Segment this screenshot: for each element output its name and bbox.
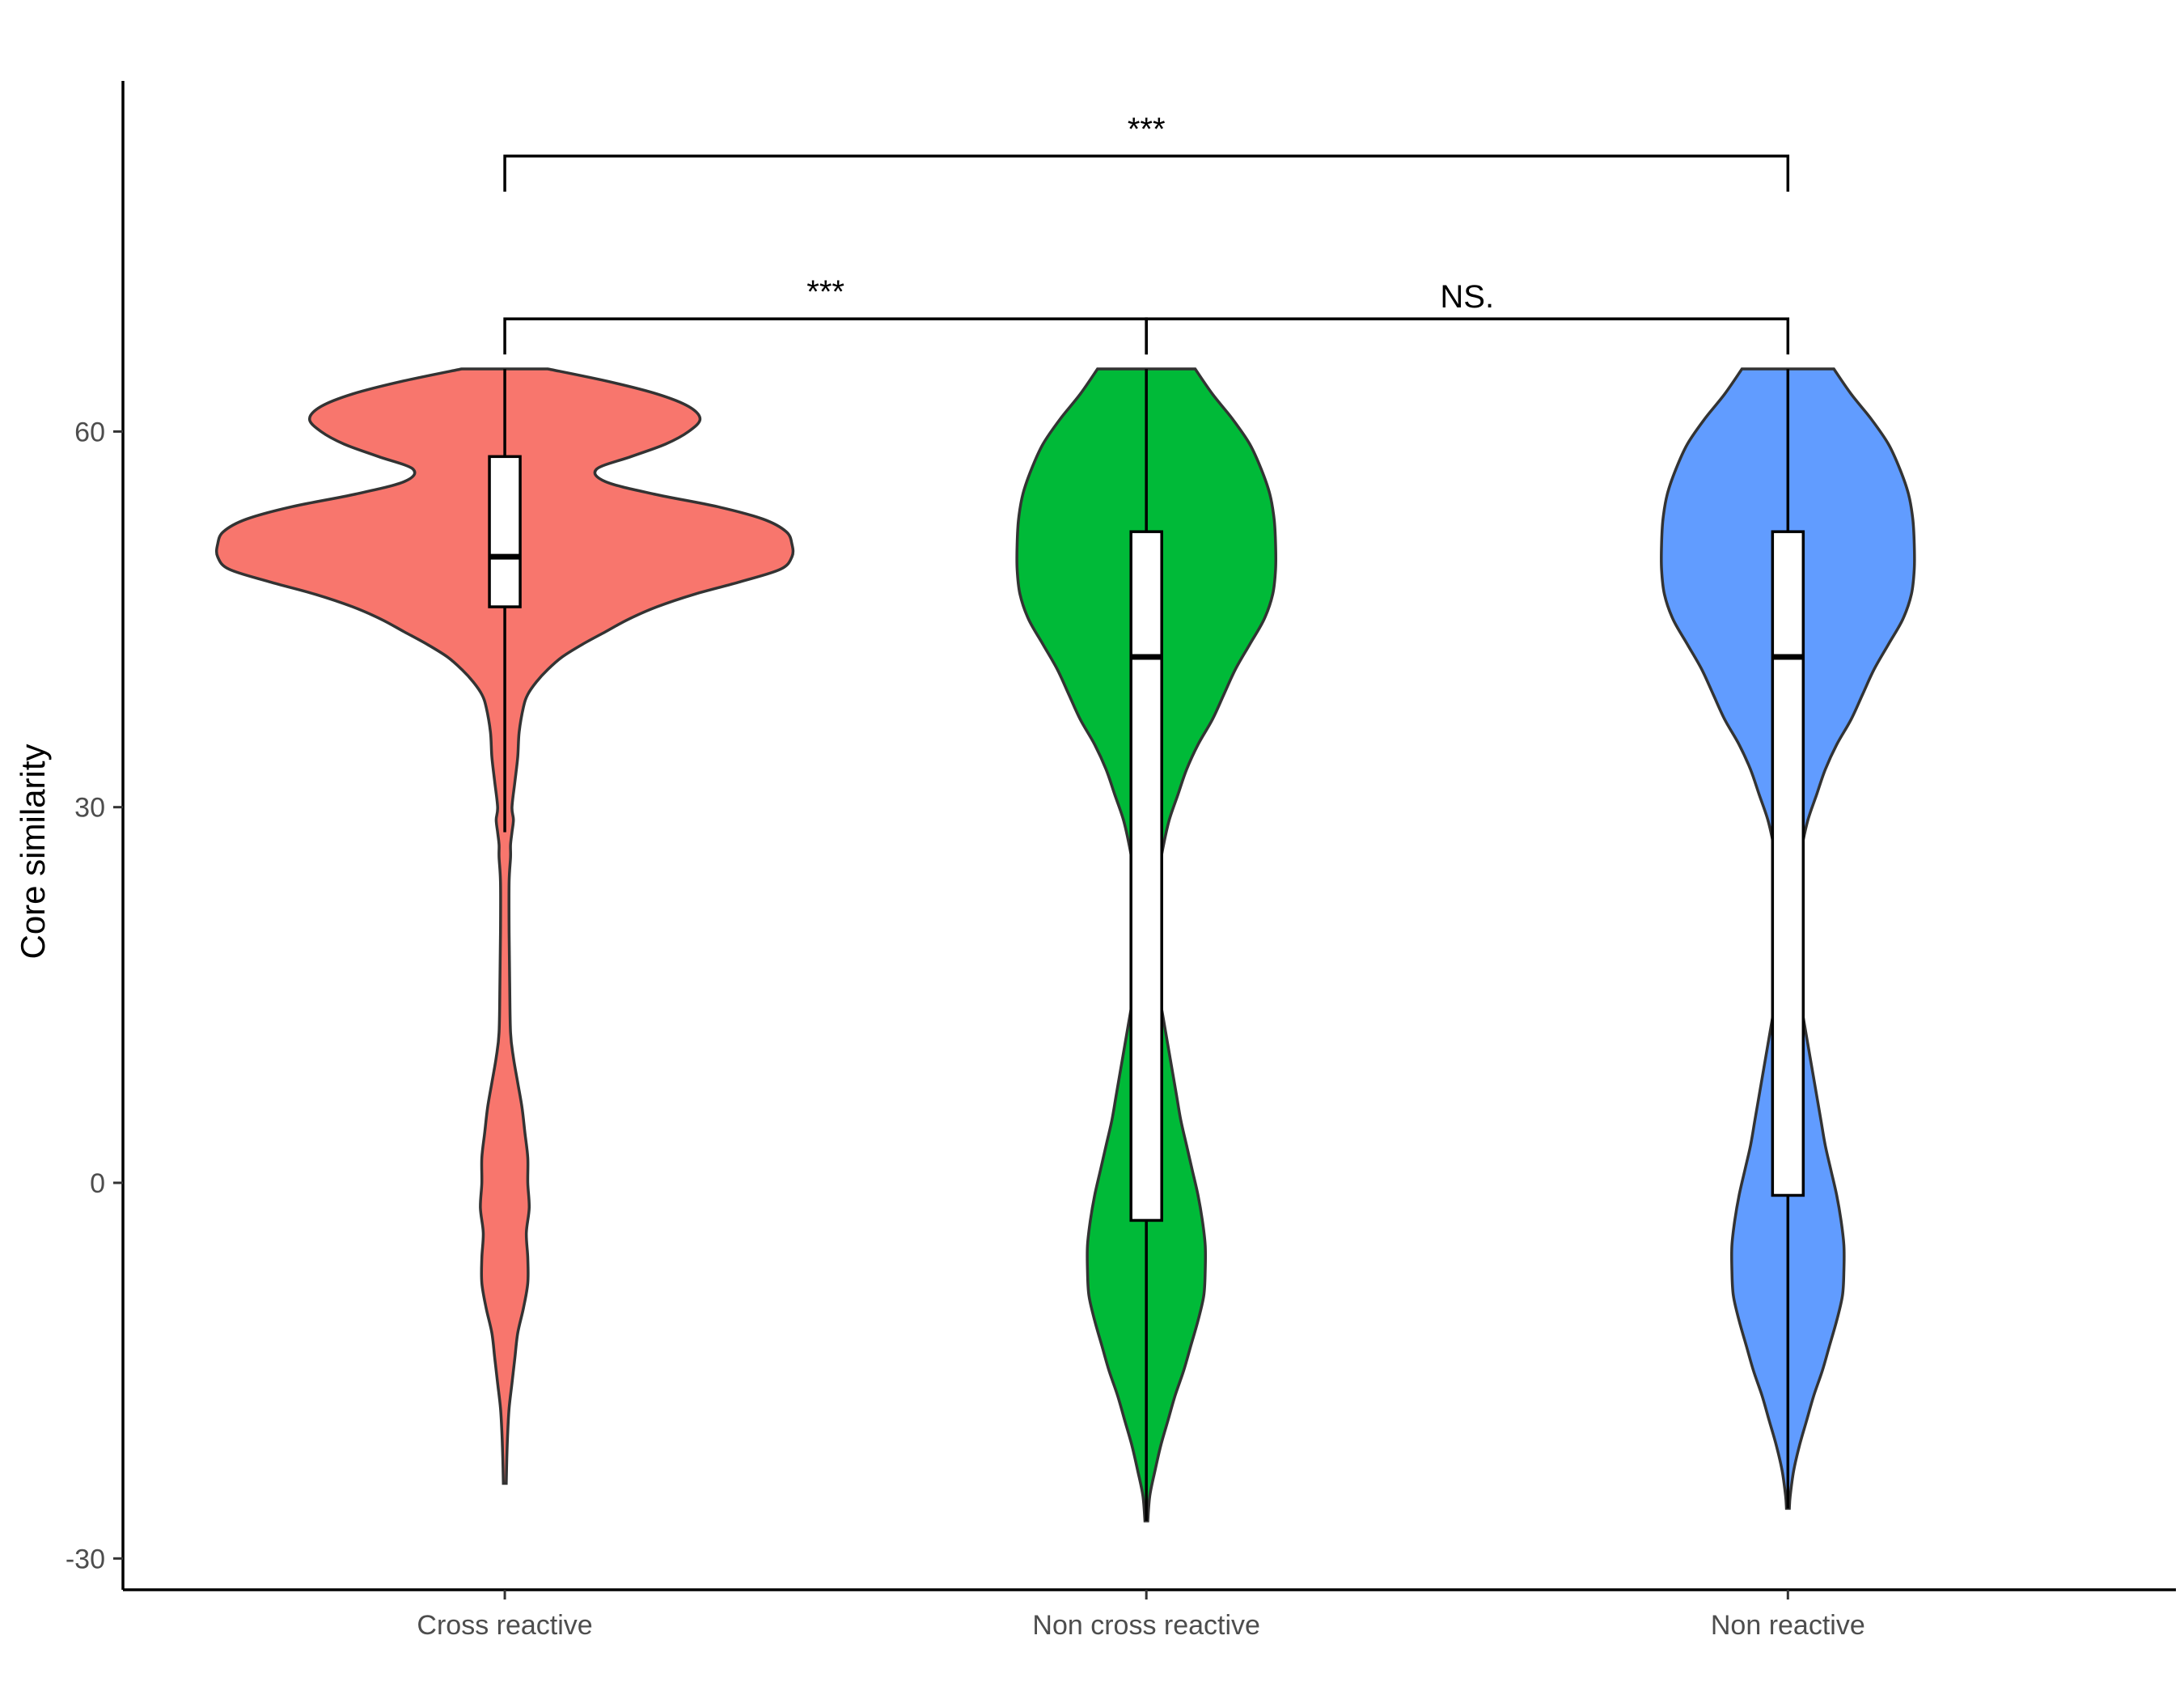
y-tick-label: -30 (66, 1544, 105, 1574)
significance-label: *** (1128, 112, 1166, 147)
box-iqr (1129, 530, 1163, 1222)
significance-bracket (503, 155, 1790, 192)
significance-brackets-layer: *** *** NS. (503, 112, 1790, 355)
violin-cross-reactive (214, 367, 795, 1485)
significance-label: *** (806, 274, 844, 310)
violins-layer (214, 367, 1916, 1523)
significance-bracket (1145, 317, 1790, 355)
x-tick-label: Cross reactive (417, 1610, 592, 1641)
box-iqr (1771, 530, 1805, 1197)
x-tick-label: Non cross reactive (1032, 1610, 1260, 1641)
x-tick-label: Non reactive (1711, 1610, 1865, 1641)
boxplots-layer (488, 368, 1805, 1521)
significance-bracket (503, 317, 1148, 355)
y-tick-label: 30 (74, 793, 105, 824)
box-iqr (488, 455, 522, 608)
y-tick-label: 60 (74, 417, 105, 447)
significance-label: NS. (1440, 279, 1494, 315)
y-tick-label: 0 (90, 1168, 105, 1199)
y-axis-title: Core similarity (14, 744, 52, 959)
axes-layer (121, 81, 2176, 1591)
ticks-layer: -30 0 30 60 Cross reactive Non cross reactive… (66, 417, 1865, 1641)
